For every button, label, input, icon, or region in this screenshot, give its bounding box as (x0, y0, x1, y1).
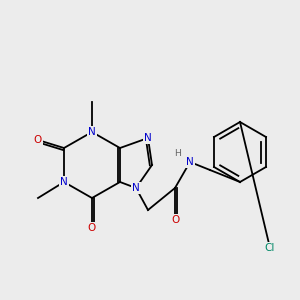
Text: O: O (34, 135, 42, 145)
Text: H: H (175, 149, 182, 158)
Text: O: O (171, 215, 179, 225)
Text: N: N (60, 177, 68, 187)
Text: Cl: Cl (265, 243, 275, 253)
Text: N: N (144, 133, 152, 143)
Text: N: N (186, 157, 194, 167)
Text: N: N (88, 127, 96, 137)
Text: O: O (88, 223, 96, 233)
Text: N: N (132, 183, 140, 193)
